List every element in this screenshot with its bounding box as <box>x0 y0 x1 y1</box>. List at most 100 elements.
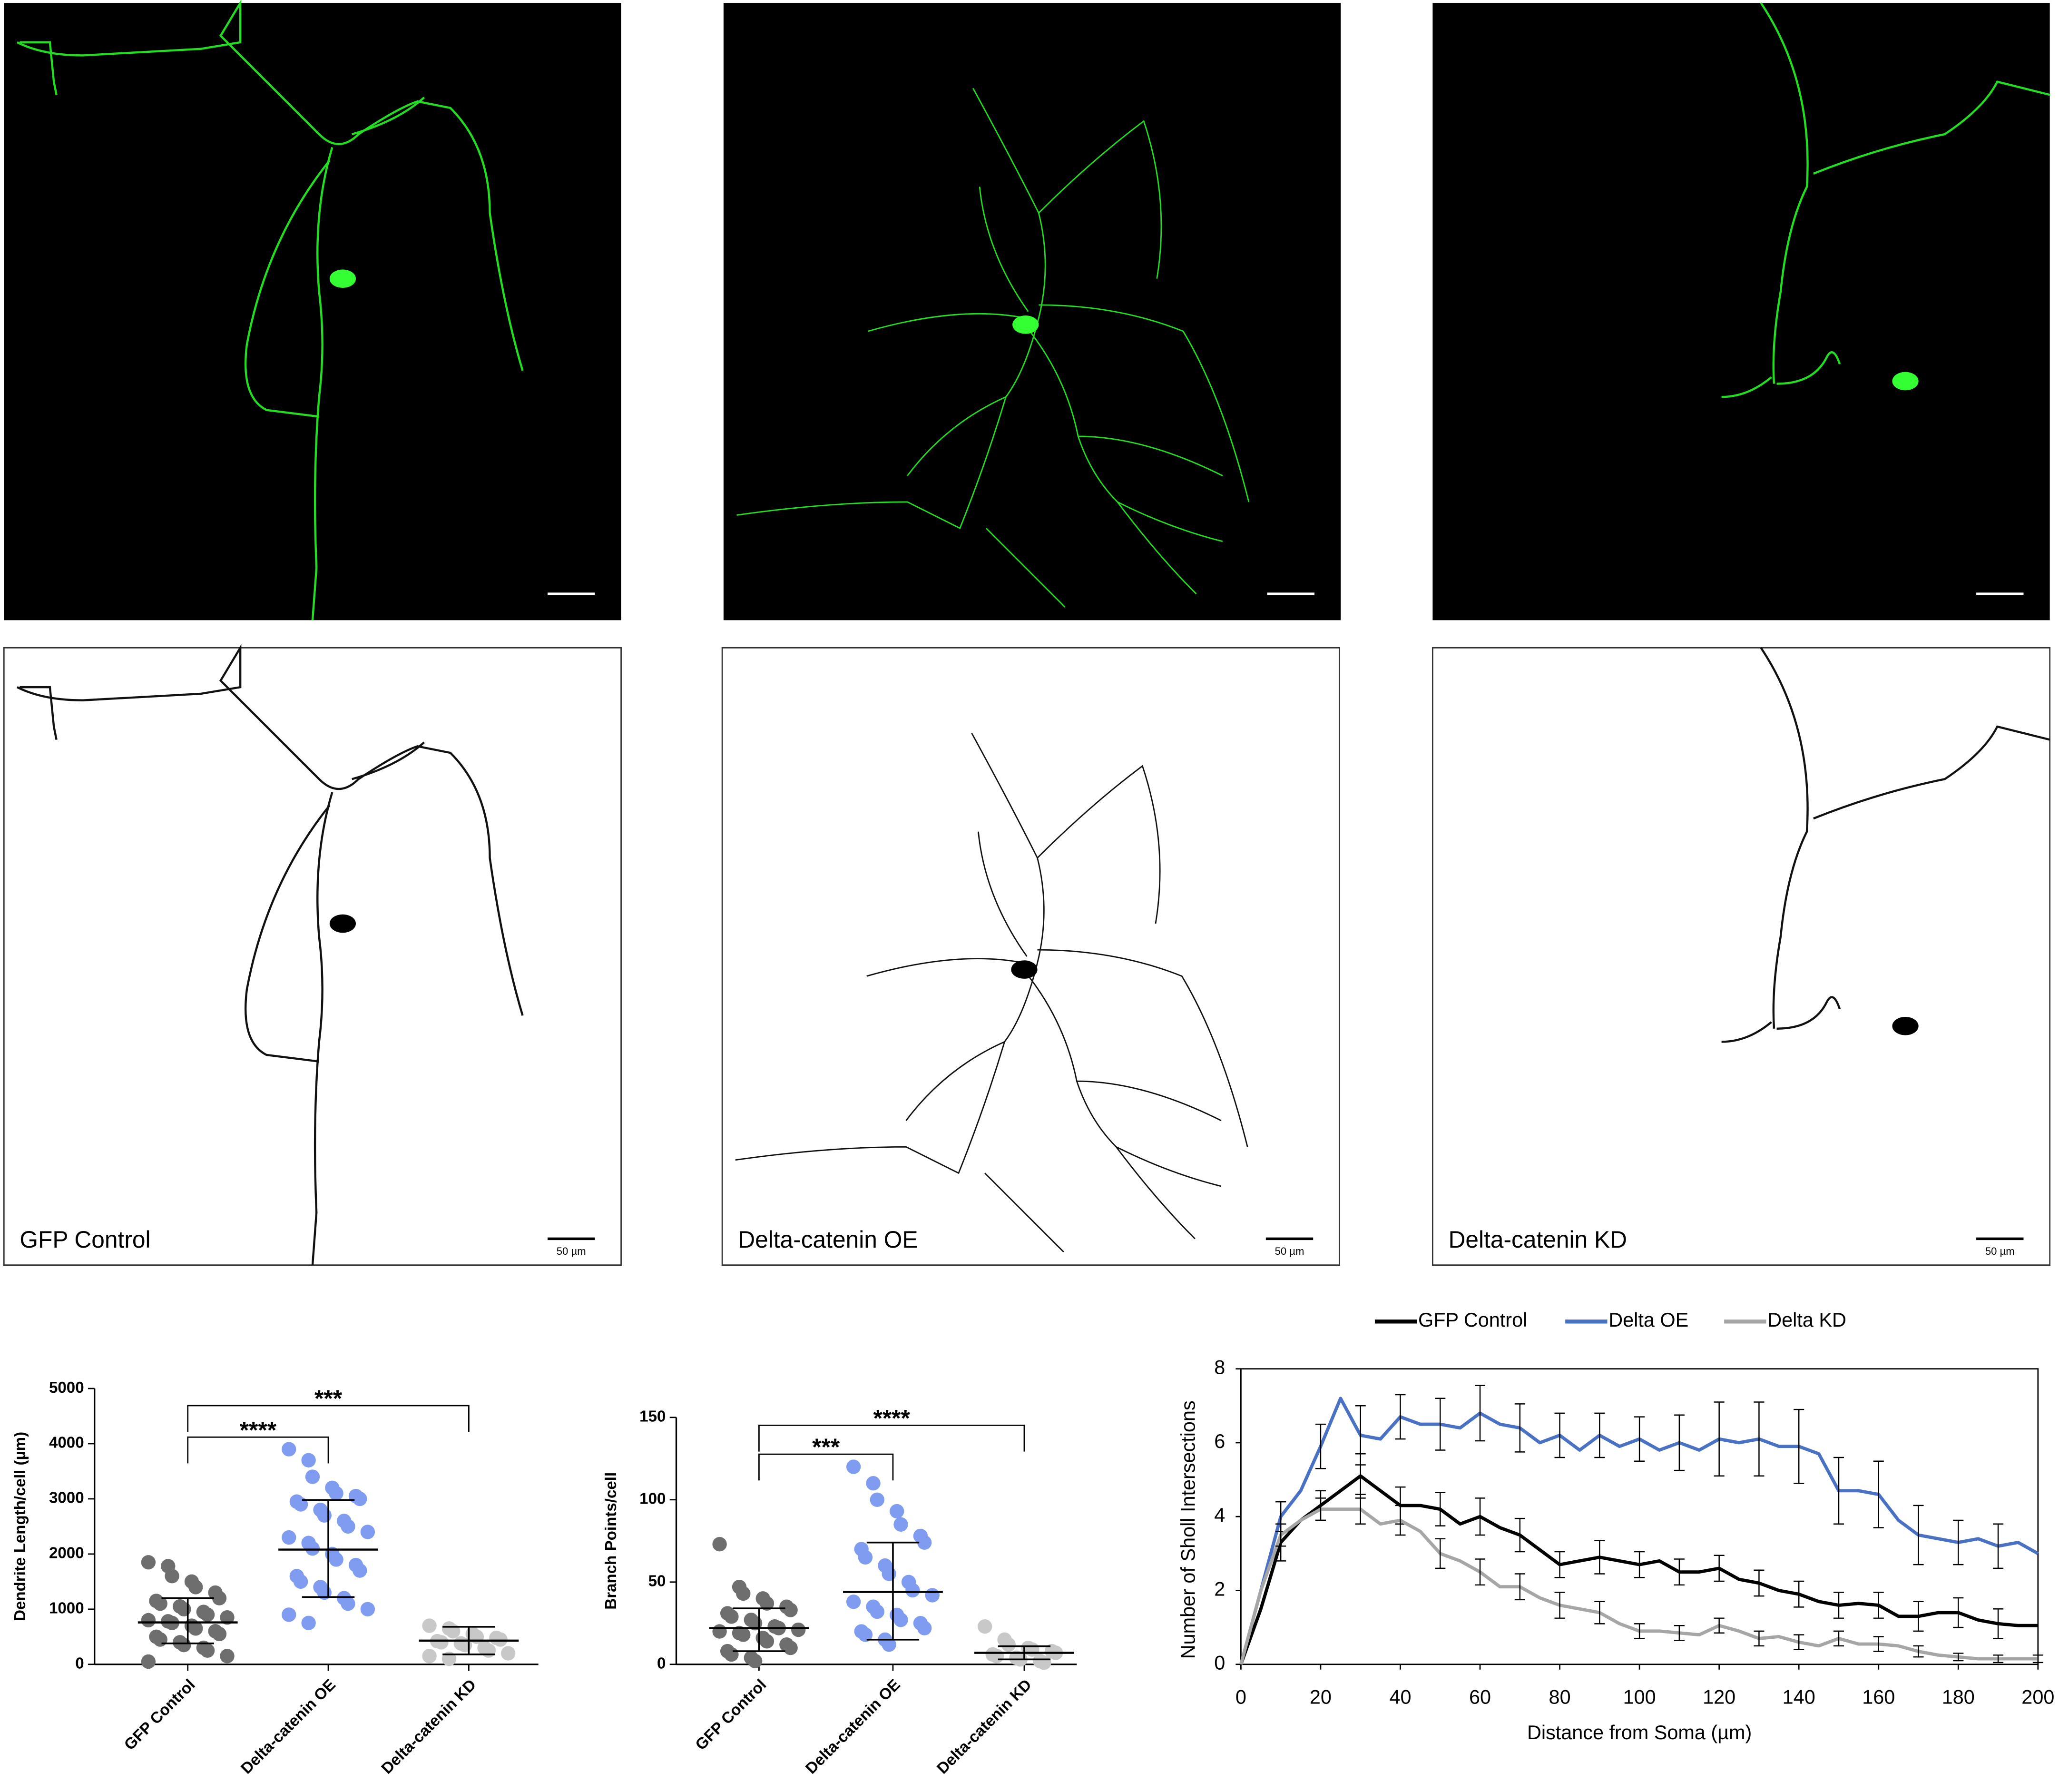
y-tick-label: 150 <box>639 1408 666 1426</box>
y-tick-label: 4000 <box>49 1434 84 1452</box>
significance-label: **** <box>240 1417 277 1443</box>
soma <box>329 269 356 288</box>
data-point <box>1001 1637 1016 1652</box>
error-bar <box>1833 1630 1844 1647</box>
data-point <box>783 1603 798 1617</box>
data-point <box>360 1525 375 1539</box>
data-point <box>866 1476 881 1491</box>
data-point <box>305 1469 320 1484</box>
y-tick-label: 0 <box>75 1654 84 1672</box>
error-bar <box>1754 1401 1765 1477</box>
x-tick-label: 140 <box>1783 1686 1815 1708</box>
data-point <box>212 1626 227 1642</box>
y-tick-label: 8 <box>1214 1357 1225 1378</box>
data-point <box>329 1552 343 1567</box>
error-bar <box>1315 1423 1326 1469</box>
x-tick-label: 80 <box>1549 1686 1571 1708</box>
data-point <box>165 1569 179 1584</box>
scale-bar-label: 50 µm <box>557 601 586 612</box>
data-point <box>925 1588 940 1603</box>
x-tick-label: 60 <box>1469 1686 1491 1708</box>
micrograph: GFP Control 50 µm <box>4 3 621 620</box>
data-point <box>747 1654 763 1668</box>
x-tick-label: GFP Control <box>121 1676 199 1754</box>
data-point <box>188 1621 203 1636</box>
error-bar <box>1474 1497 1486 1536</box>
image-frame <box>4 3 621 620</box>
x-tick-label: Delta-catenin OE <box>237 1676 339 1778</box>
data-point <box>341 1519 355 1534</box>
micrograph: GFP Control 50 µm <box>3 647 622 1266</box>
soma <box>329 914 356 933</box>
error-bar <box>1634 1551 1645 1578</box>
scale-bar-label: 50 µm <box>1275 1245 1304 1257</box>
legend-label: GFP Control <box>1418 1309 1527 1331</box>
error-bar <box>1594 1540 1605 1575</box>
error-bar <box>1953 1653 1964 1662</box>
error-bar <box>1355 1405 1366 1466</box>
error-bar <box>1993 1523 2004 1569</box>
significance-label: *** <box>812 1434 840 1460</box>
error-bar <box>1833 1457 1844 1525</box>
error-bar <box>1754 1630 1765 1647</box>
y-tick-label: 6 <box>1214 1430 1225 1452</box>
x-tick-label: 200 <box>2021 1686 2054 1708</box>
error-bar <box>1355 1494 1366 1525</box>
x-tick-label: 100 <box>1623 1686 1656 1708</box>
error-bar <box>1315 1497 1326 1521</box>
error-bar <box>1993 1608 2004 1639</box>
soma <box>1892 1016 1919 1035</box>
error-bar <box>1794 1408 1804 1484</box>
error-bar <box>1514 1517 1525 1553</box>
scale-bar-label: 50 µm <box>1985 1245 2015 1257</box>
panel-label: Delta-catenin KD <box>1449 581 1627 608</box>
data-point <box>759 1634 775 1649</box>
panel-label: Delta-catenin OE <box>738 1226 918 1253</box>
data-point <box>329 1486 343 1501</box>
data-point <box>434 1635 449 1650</box>
data-point <box>846 1595 861 1609</box>
error-bar <box>1794 1634 1804 1650</box>
data-point <box>353 1491 367 1506</box>
data-point <box>977 1619 992 1634</box>
error-bar <box>2032 1654 2043 1664</box>
data-point <box>422 1649 437 1664</box>
data-point <box>724 1647 739 1662</box>
y-axis-title: Number of Sholl Intersections <box>1177 1400 1199 1659</box>
data-point <box>220 1610 235 1625</box>
soma <box>1011 960 1038 979</box>
error-bar <box>1554 1592 1565 1619</box>
data-point <box>858 1550 873 1565</box>
image-frame <box>3 647 622 1266</box>
data-point <box>153 1632 167 1647</box>
x-tick-label: 180 <box>1942 1686 1975 1708</box>
data-point <box>791 1622 806 1637</box>
error-bar <box>1714 1617 1725 1634</box>
image-frame <box>721 647 1340 1266</box>
error-bar <box>1594 1601 1605 1625</box>
scale-bar-label: 50 µm <box>1985 601 2015 612</box>
error-bar <box>1833 1592 1844 1619</box>
error-bar <box>1873 1636 1884 1652</box>
data-point <box>858 1627 873 1642</box>
y-tick-label: 0 <box>657 1654 666 1672</box>
data-point <box>212 1591 227 1605</box>
y-tick-label: 100 <box>639 1490 666 1508</box>
data-point <box>141 1654 156 1669</box>
y-tick-label: 3000 <box>49 1489 84 1507</box>
data-point <box>141 1555 156 1570</box>
panel-label: Delta-catenin OE <box>739 581 919 608</box>
data-point <box>712 1624 727 1639</box>
error-bar <box>1993 1654 2004 1664</box>
data-point <box>481 1643 496 1658</box>
image-panels: GFP Control 50 µm Delta-catenin OE 50 µm Del… <box>3 3 2049 1266</box>
x-tick-label: 120 <box>1703 1686 1735 1708</box>
x-tick-label: Delta-catenin OE <box>802 1676 904 1778</box>
error-bar <box>1395 1505 1406 1536</box>
x-tick-label: Delta-catenin KD <box>378 1676 480 1778</box>
panel-label: Delta-catenin KD <box>1449 1226 1627 1253</box>
data-point <box>724 1609 739 1624</box>
data-point <box>341 1596 355 1611</box>
data-point <box>282 1607 296 1622</box>
